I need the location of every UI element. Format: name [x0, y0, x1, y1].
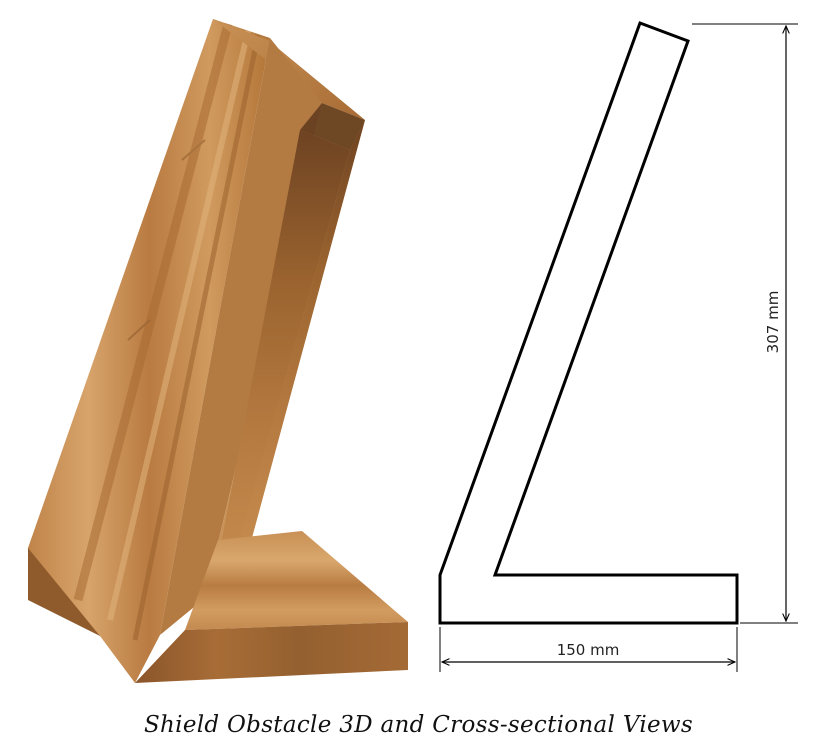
width-label: 150 mm: [557, 641, 620, 659]
width-dimension: 150 mm: [439, 627, 738, 672]
cross-section-view: 307 mm 150 mm: [438, 21, 798, 672]
inner-back-face: [218, 130, 350, 560]
base-top-face: [185, 531, 408, 630]
board-grain: [73, 22, 261, 641]
base-front-face: [135, 622, 408, 683]
shield-obstacle-figure: 307 mm 150 mm: [28, 19, 798, 683]
height-dimension: 307 mm: [692, 23, 798, 624]
inner-shadow-face: [300, 103, 365, 150]
cross-section-outline: [438, 21, 739, 625]
wooden-model-3d: [28, 19, 408, 683]
inner-hollow-face: [240, 120, 365, 545]
height-label: 307 mm: [764, 291, 782, 354]
figure-caption: Shield Obstacle 3D and Cross-sectional V…: [144, 712, 693, 738]
slanted-board-right-side: [160, 38, 322, 635]
